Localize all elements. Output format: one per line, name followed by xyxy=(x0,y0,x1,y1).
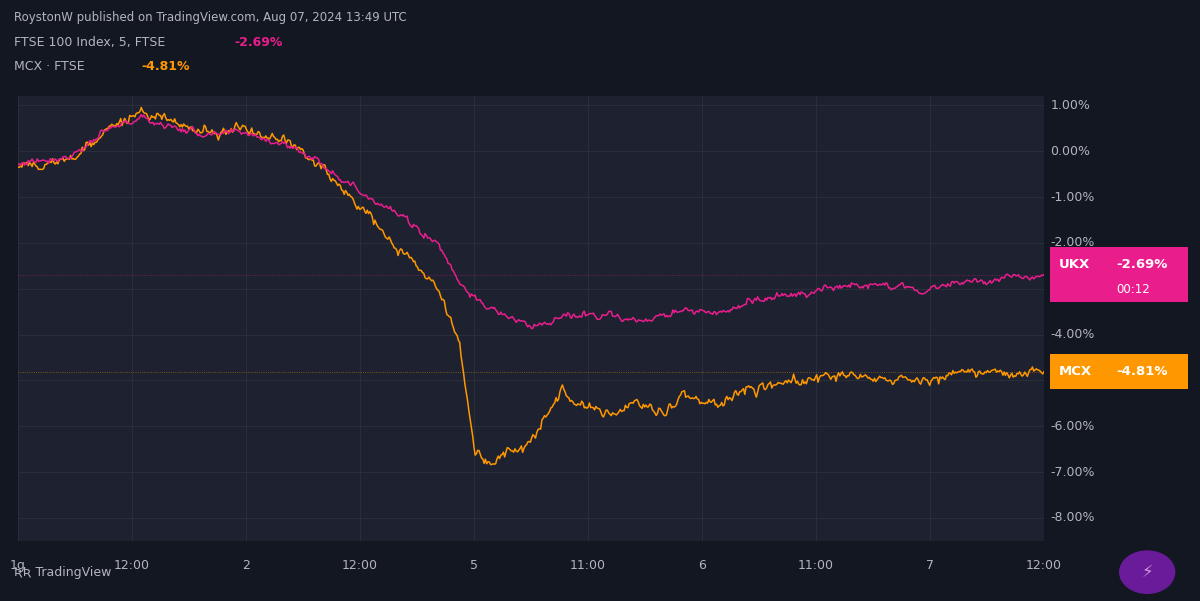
Text: -7.00%: -7.00% xyxy=(1050,466,1094,478)
Text: 5: 5 xyxy=(470,559,478,572)
Text: ƦƦ TradingView: ƦƦ TradingView xyxy=(14,566,112,579)
Text: 0.00%: 0.00% xyxy=(1050,145,1091,157)
Text: 1g: 1g xyxy=(10,559,26,572)
Text: -2.00%: -2.00% xyxy=(1050,236,1094,249)
Text: -3.00%: -3.00% xyxy=(1050,282,1094,295)
Text: MCX: MCX xyxy=(1058,365,1092,378)
Text: 12:00: 12:00 xyxy=(1026,559,1062,572)
Text: 1.00%: 1.00% xyxy=(1050,99,1090,112)
Text: UKX: UKX xyxy=(1058,258,1090,271)
Text: ⚡: ⚡ xyxy=(1141,563,1153,581)
Text: -4.00%: -4.00% xyxy=(1050,328,1094,341)
Text: 12:00: 12:00 xyxy=(114,559,150,572)
Text: 2: 2 xyxy=(242,559,250,572)
Text: MCX · FTSE: MCX · FTSE xyxy=(14,60,85,73)
Text: 6: 6 xyxy=(698,559,706,572)
Text: 12:00: 12:00 xyxy=(342,559,378,572)
Text: 00:12: 00:12 xyxy=(1116,283,1150,296)
Text: -2.69%: -2.69% xyxy=(1116,258,1168,271)
Circle shape xyxy=(1120,551,1175,593)
Text: -6.00%: -6.00% xyxy=(1050,419,1094,433)
Text: -8.00%: -8.00% xyxy=(1050,511,1094,525)
Text: -1.00%: -1.00% xyxy=(1050,191,1094,204)
Text: 11:00: 11:00 xyxy=(570,559,606,572)
Text: -4.81%: -4.81% xyxy=(1116,365,1168,378)
Text: RoystonW published on TradingView.com, Aug 07, 2024 13:49 UTC: RoystonW published on TradingView.com, A… xyxy=(14,11,407,24)
Text: 7: 7 xyxy=(926,559,934,572)
Text: FTSE 100 Index, 5, FTSE: FTSE 100 Index, 5, FTSE xyxy=(14,36,166,49)
Text: -5.00%: -5.00% xyxy=(1050,374,1094,387)
Text: 11:00: 11:00 xyxy=(798,559,834,572)
Text: -4.81%: -4.81% xyxy=(142,60,190,73)
Text: -2.69%: -2.69% xyxy=(234,36,282,49)
